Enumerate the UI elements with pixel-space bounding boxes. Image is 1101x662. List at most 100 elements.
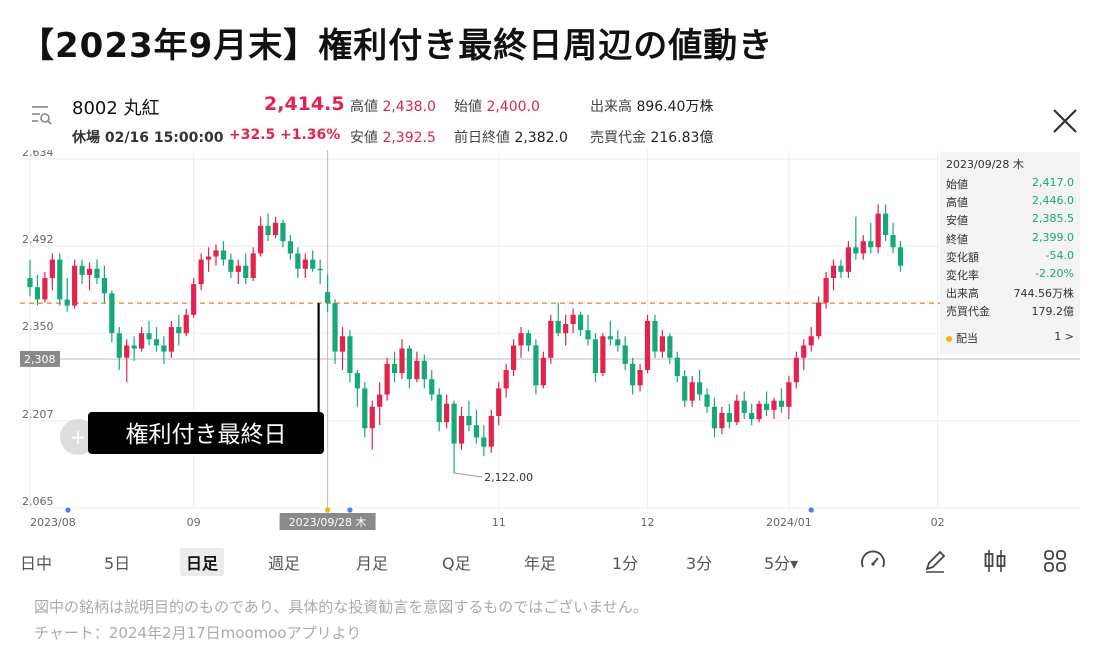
- candle-body: [444, 403, 450, 423]
- tab-9[interactable]: 5分▾: [764, 554, 799, 573]
- candle-body: [94, 268, 100, 278]
- candle-body: [317, 268, 323, 271]
- info-row-value: 2,399.0: [1032, 230, 1074, 244]
- candle-body: [577, 314, 584, 331]
- close-icon[interactable]: [1046, 102, 1084, 140]
- info-row-value: 179.2億: [1031, 305, 1075, 319]
- crosshair-date-label: 2023/09/28 木: [289, 516, 367, 529]
- info-row-label: 売買代金: [946, 305, 990, 319]
- gauge-icon[interactable]: [858, 546, 888, 576]
- candle-body: [622, 345, 628, 364]
- candle-body: [458, 415, 465, 444]
- candle-body: [377, 394, 383, 407]
- open-stat: 始値 2,400.0: [454, 99, 540, 115]
- candle-body: [421, 360, 427, 380]
- x-tick-label: 12: [641, 516, 655, 529]
- grid-layout-icon[interactable]: [1040, 546, 1070, 576]
- candle-body: [332, 303, 338, 352]
- candle-body: [786, 382, 792, 407]
- candle-body: [481, 437, 487, 447]
- candle-body: [741, 400, 747, 413]
- candle-body: [347, 336, 353, 374]
- plus-icon: +: [70, 425, 87, 449]
- candle-body: [644, 320, 651, 370]
- candle-body: [116, 333, 122, 358]
- candle-body: [830, 265, 837, 278]
- info-row-value: 2,446.0: [1032, 194, 1074, 208]
- candle-body: [258, 225, 264, 254]
- candle-body: [399, 348, 405, 374]
- candle-body: [808, 336, 814, 346]
- tab-0[interactable]: 日中: [20, 554, 53, 573]
- candle-body: [473, 425, 479, 438]
- candle-body: [704, 394, 710, 407]
- tab-7[interactable]: 1分: [612, 554, 639, 573]
- candle-body: [27, 277, 33, 288]
- info-row-label: 出来高: [946, 287, 979, 301]
- candle-body: [205, 256, 212, 260]
- candle-body: [726, 412, 732, 423]
- candle-body: [853, 247, 859, 254]
- low-marker-label: 2,122.00: [484, 471, 533, 484]
- candle-body: [369, 406, 375, 429]
- event-dot[interactable]: [808, 507, 814, 513]
- candle-body: [302, 259, 308, 269]
- tab-3[interactable]: 週足: [268, 554, 301, 573]
- info-row: 安値 2,385.5: [946, 212, 1074, 228]
- candle-body: [295, 253, 301, 269]
- candle-body: [875, 213, 881, 248]
- tab-1[interactable]: 5日: [104, 554, 131, 573]
- candle-type-icon[interactable]: [980, 546, 1010, 576]
- candle-body: [86, 268, 93, 275]
- tab-6[interactable]: 年足: [524, 554, 557, 573]
- info-row: 売買代金 179.2億: [946, 303, 1074, 319]
- info-row-value: -2.20%: [1035, 267, 1074, 280]
- candle-body: [243, 265, 249, 278]
- tab-8[interactable]: 3分: [686, 554, 713, 573]
- candle-body: [139, 333, 145, 349]
- candle-body: [518, 333, 524, 346]
- candle-body: [600, 336, 606, 374]
- candle-body: [109, 293, 115, 334]
- crosshair-date-tag: [279, 513, 376, 530]
- candlestick-chart[interactable]: 2,634 2,492 2,350 2,207 2,065 2023/08 09 11 12 20…: [0, 150, 1101, 530]
- candle-body: [496, 388, 502, 416]
- price-change-pct: +1.36%: [280, 127, 341, 143]
- tab-5[interactable]: Q足: [442, 554, 471, 573]
- candle-body: [339, 336, 346, 352]
- y-tick-label: 2,350: [22, 320, 54, 333]
- add-indicator-button[interactable]: [60, 419, 96, 455]
- tab-2[interactable]: 日足: [180, 548, 225, 576]
- candle-body: [555, 320, 561, 334]
- candle-body: [79, 265, 85, 275]
- dividend-dot[interactable]: [325, 507, 331, 513]
- event-dot[interactable]: [65, 507, 71, 513]
- menu-search-icon[interactable]: [30, 104, 54, 128]
- candle-body: [525, 333, 532, 346]
- dividend-row[interactable]: 配当 1 >: [946, 330, 1074, 346]
- x-tick-label: 09: [187, 516, 201, 529]
- candle-body: [801, 345, 807, 358]
- candle-body: [42, 277, 48, 300]
- candle-body: [548, 320, 554, 358]
- tab-4[interactable]: 月足: [356, 554, 389, 573]
- prev-close-stat: 前日終値 2,382.0: [454, 130, 568, 146]
- candle-body: [406, 348, 413, 380]
- y-tick-label: 2,634: [22, 150, 54, 159]
- candle-body: [354, 373, 360, 389]
- event-dot[interactable]: [347, 507, 353, 513]
- candle-body: [615, 339, 621, 346]
- timeframe-tabbar: 日中 5日 日足 週足 月足 Q足 年足 1分 3分 5分▾: [0, 544, 1101, 580]
- stock-name: 8002 丸紅: [72, 98, 160, 119]
- dividend-dot-icon: [946, 336, 952, 342]
- candle-body: [607, 336, 613, 340]
- pen-draw-icon[interactable]: [920, 546, 950, 576]
- info-row-label: 高値: [946, 196, 968, 210]
- candle-body: [250, 253, 256, 278]
- y-tick-label: 2,492: [22, 233, 54, 246]
- candle-body: [592, 339, 599, 374]
- y-tick-label: 2,065: [22, 495, 54, 508]
- candle-body: [734, 400, 740, 423]
- turnover-stat: 売買代金 216.83億: [590, 130, 714, 146]
- disclaimer-text: 図中の銘柄は説明目的のものであり、具体的な投資勧言を意図するものではございません…: [34, 598, 648, 616]
